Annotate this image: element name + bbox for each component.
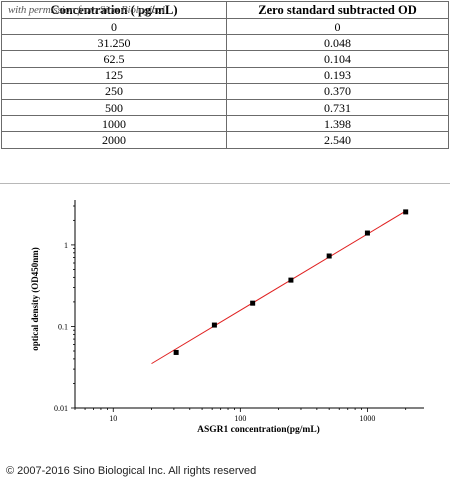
od-cell: 0.731 — [226, 98, 449, 117]
data-point — [364, 230, 370, 236]
concentration-cell: 31.250 — [1, 34, 227, 52]
x-tick-label: 100 — [234, 414, 246, 423]
od-cell: 1.398 — [226, 115, 449, 133]
concentration-cell: 62.5 — [1, 50, 227, 68]
y-axis-title: optical density (OD450nm) — [30, 247, 40, 351]
y-tick-label: 0.01 — [54, 404, 68, 413]
concentration-cell: 0 — [1, 17, 227, 36]
table-row: 62.5 0.104 — [1, 50, 449, 68]
table-row: 1000 1.398 — [1, 115, 449, 133]
section-divider — [0, 183, 450, 184]
x-axis-title: ASGR1 concentration(pg/mL) — [197, 424, 320, 435]
table-row: 500 0.731 — [1, 98, 449, 117]
copyright-text: © 2007-2016 Sino Biological Inc. All rig… — [6, 465, 257, 477]
od-cell: 0.193 — [226, 66, 449, 84]
standard-curve-table: Concentration ( pg/mL) Zero standard sub… — [1, 1, 449, 149]
table-row: 250 0.370 — [1, 82, 449, 100]
concentration-cell: 1000 — [1, 115, 227, 133]
data-point — [250, 300, 256, 306]
data-point — [288, 277, 294, 283]
data-point — [326, 253, 332, 259]
y-tick-label: 1 — [64, 241, 68, 250]
concentration-cell: 500 — [1, 98, 227, 117]
data-point — [173, 349, 179, 355]
x-tick-label: 1000 — [359, 414, 375, 423]
data-point — [403, 209, 409, 215]
concentration-cell: 125 — [1, 66, 227, 84]
standard-curve-chart: 10 100 1000 0.01 0.1 1 ASGR1 concentration(pg/… — [30, 200, 424, 435]
column-header-od: Zero standard subtracted OD — [226, 1, 449, 19]
data-point — [211, 322, 217, 328]
concentration-cell: 250 — [1, 82, 227, 100]
od-cell: 0.104 — [226, 50, 449, 68]
table-row: 31.250 0.048 — [1, 34, 449, 52]
watermark-text: with permission from Sino Biological — [8, 4, 165, 16]
concentration-cell: 2000 — [1, 131, 227, 149]
y-tick-label: 0.1 — [58, 322, 68, 331]
od-cell: 2.540 — [226, 131, 449, 149]
table-row: 2000 2.540 — [1, 131, 449, 149]
x-tick-label: 10 — [109, 414, 117, 423]
od-cell: 0.370 — [226, 82, 449, 100]
od-cell: 0 — [226, 17, 449, 36]
od-cell: 0.048 — [226, 34, 449, 52]
fit-line — [151, 210, 406, 365]
table-row: 125 0.193 — [1, 66, 449, 84]
